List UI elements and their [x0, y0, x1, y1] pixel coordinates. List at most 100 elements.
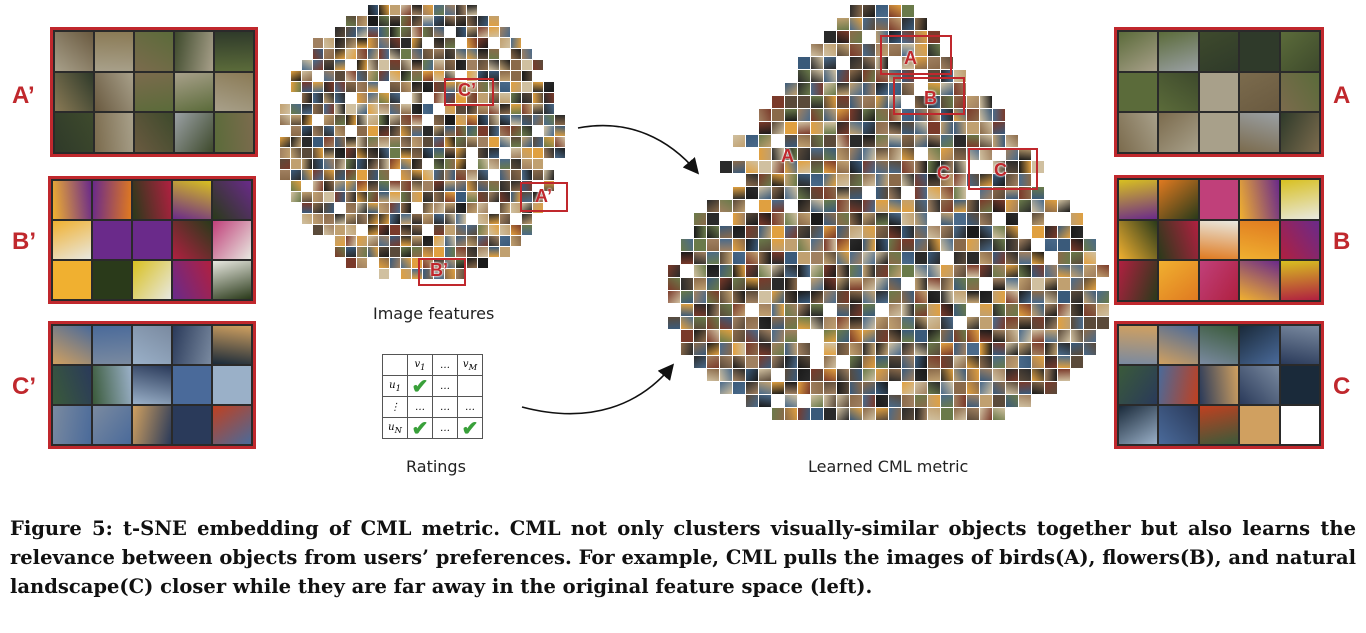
embedding-thumbnail [746, 291, 758, 303]
embedding-thumbnail [980, 239, 992, 251]
embedding-thumbnail [941, 265, 953, 277]
embedding-thumbnail [1084, 317, 1096, 329]
embedding-thumbnail [889, 408, 901, 420]
embedding-thumbnail [357, 247, 367, 257]
embedding-thumbnail [824, 317, 836, 329]
embedding-thumbnail [928, 408, 940, 420]
embedding-thumbnail [759, 369, 771, 381]
thumbnail-image [55, 113, 93, 152]
embedding-thumbnail [379, 214, 389, 224]
embedding-thumbnail [915, 304, 927, 316]
embedding-thumbnail [522, 115, 532, 125]
embedding-thumbnail [346, 104, 356, 114]
embedding-thumbnail [456, 214, 466, 224]
embedding-thumbnail [915, 226, 927, 238]
embedding-thumbnail [324, 181, 334, 191]
embedding-thumbnail [1071, 304, 1083, 316]
embedding-thumbnail [720, 369, 732, 381]
embedding-thumbnail [390, 38, 400, 48]
thumbnail-image [135, 113, 173, 152]
thumbnail-image [1199, 32, 1239, 71]
thumbnail-image [133, 261, 171, 299]
embedding-thumbnail [863, 395, 875, 407]
embedding-thumbnail [423, 258, 433, 268]
embedding-thumbnail [785, 239, 797, 251]
embedding-thumbnail [824, 44, 836, 56]
embedding-thumbnail [379, 93, 389, 103]
embedding-thumbnail [456, 5, 466, 15]
embedding-thumbnail [401, 214, 411, 224]
embedding-thumbnail [489, 27, 499, 37]
embedding-thumbnail [434, 27, 444, 37]
left-mark-box-b-prime [418, 258, 466, 286]
embedding-thumbnail [876, 148, 888, 160]
thumbnail-image [93, 261, 131, 299]
embedding-thumbnail [423, 49, 433, 59]
embedding-thumbnail [928, 382, 940, 394]
embedding-thumbnail [837, 18, 849, 30]
embedding-thumbnail [291, 192, 301, 202]
embedding-thumbnail [467, 236, 477, 246]
embedding-thumbnail [291, 71, 301, 81]
embedding-thumbnail [811, 304, 823, 316]
embedding-thumbnail [733, 239, 745, 251]
embedding-thumbnail [368, 236, 378, 246]
embedding-thumbnail [785, 96, 797, 108]
embedding-thumbnail [478, 247, 488, 257]
embedding-thumbnail [707, 278, 719, 290]
embedding-thumbnail [759, 174, 771, 186]
embedding-thumbnail [954, 304, 966, 316]
embedding-thumbnail [401, 82, 411, 92]
embedding-thumbnail [500, 38, 510, 48]
embedding-thumbnail [544, 115, 554, 125]
thumbnail-image [1159, 113, 1198, 152]
embedding-thumbnail [863, 330, 875, 342]
embedding-thumbnail [478, 115, 488, 125]
embedding-thumbnail [1006, 135, 1018, 147]
embedding-thumbnail [733, 135, 745, 147]
embedding-thumbnail [1006, 291, 1018, 303]
embedding-thumbnail [902, 200, 914, 212]
embedding-thumbnail [902, 252, 914, 264]
embedding-thumbnail [335, 38, 345, 48]
embedding-thumbnail [390, 49, 400, 59]
embedding-thumbnail [850, 252, 862, 264]
embedding-thumbnail [445, 192, 455, 202]
embedding-thumbnail [941, 304, 953, 316]
check-icon: ✔ [411, 373, 429, 398]
embedding-thumbnail [489, 225, 499, 235]
embedding-thumbnail [1032, 291, 1044, 303]
figure-caption-title: Figure 5: t-SNE embedding of CML metric. [10, 517, 501, 540]
embedding-thumbnail [445, 170, 455, 180]
embedding-thumbnail [915, 408, 927, 420]
right-grid-birds [1114, 27, 1324, 157]
embedding-thumbnail [291, 148, 301, 158]
embedding-thumbnail [941, 148, 953, 160]
embedding-thumbnail [785, 109, 797, 121]
thumbnail-image [93, 326, 131, 364]
embedding-thumbnail [772, 265, 784, 277]
embedding-thumbnail [489, 159, 499, 169]
embedding-thumbnail [1084, 330, 1096, 342]
embedding-thumbnail [980, 213, 992, 225]
thumbnail-image [1199, 366, 1239, 404]
embedding-thumbnail [1097, 304, 1109, 316]
embedding-thumbnail [357, 104, 367, 114]
embedding-thumbnail [993, 109, 1005, 121]
embedding-thumbnail [824, 96, 836, 108]
embedding-thumbnail [941, 122, 953, 134]
embedding-thumbnail [1071, 213, 1083, 225]
embedding-thumbnail [759, 122, 771, 134]
embedding-thumbnail [357, 126, 367, 136]
embedding-thumbnail [941, 382, 953, 394]
embedding-thumbnail [423, 170, 433, 180]
embedding-thumbnail [772, 200, 784, 212]
embedding-thumbnail [980, 122, 992, 134]
embedding-thumbnail [980, 317, 992, 329]
embedding-thumbnail [850, 122, 862, 134]
embedding-thumbnail [390, 159, 400, 169]
embedding-thumbnail [733, 265, 745, 277]
embedding-thumbnail [368, 159, 378, 169]
embedding-thumbnail [811, 395, 823, 407]
embedding-thumbnail [511, 49, 521, 59]
